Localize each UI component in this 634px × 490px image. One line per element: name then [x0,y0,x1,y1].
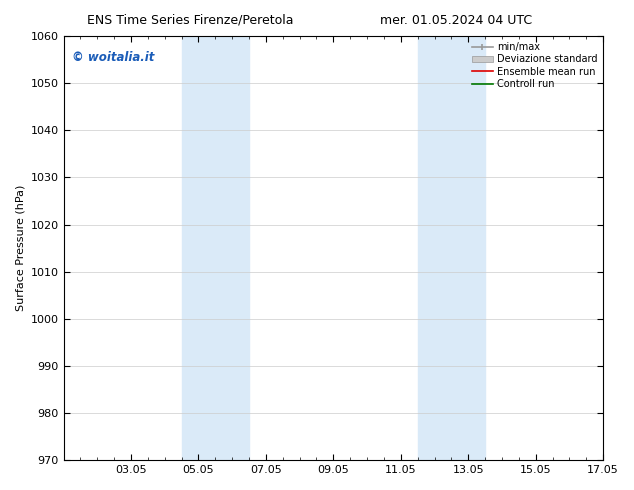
Bar [181,36,249,460]
Y-axis label: Surface Pressure (hPa): Surface Pressure (hPa) [15,185,25,311]
Text: ENS Time Series Firenze/Peretola: ENS Time Series Firenze/Peretola [87,14,294,27]
Text: mer. 01.05.2024 04 UTC: mer. 01.05.2024 04 UTC [380,14,533,27]
Text: © woitalia.it: © woitalia.it [72,51,154,64]
Bar [418,36,485,460]
Legend: min/max, Deviazione standard, Ensemble mean run, Controll run: min/max, Deviazione standard, Ensemble m… [468,38,601,93]
